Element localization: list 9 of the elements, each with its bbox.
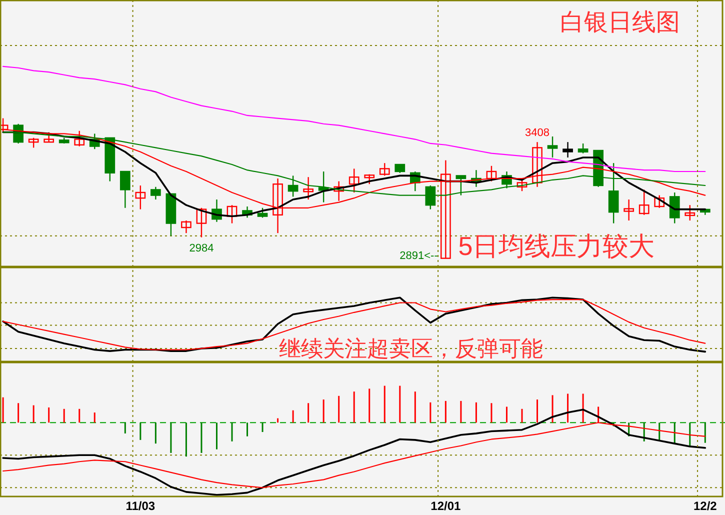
annotation: 3408 — [525, 127, 550, 140]
x-tick-label: 12/2 — [693, 499, 718, 513]
annotation: 继续关注超卖区，反弹可能 — [279, 336, 544, 361]
chart-title: 白银日线图 — [560, 9, 680, 36]
annotation: 2891<-- — [400, 250, 438, 262]
x-tick-label: 12/01 — [430, 499, 462, 513]
annotation: 5日均线压力较大 — [458, 231, 655, 261]
x-tick-label: 11/03 — [126, 499, 156, 513]
annotation: 2984 — [189, 242, 214, 254]
